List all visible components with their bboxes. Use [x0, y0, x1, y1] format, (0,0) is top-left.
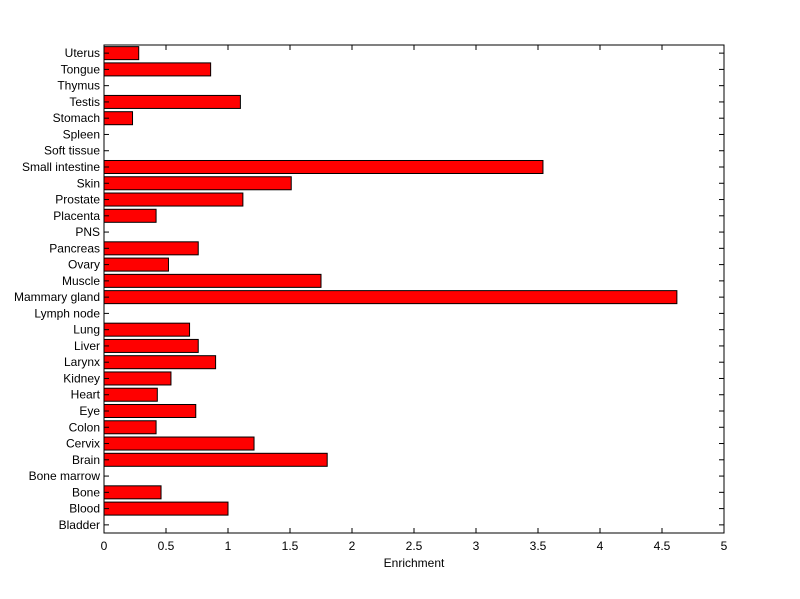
ticks-layer [103, 45, 725, 533]
bar-lung [103, 322, 191, 337]
y-tick-label-colon: Colon [69, 420, 100, 434]
bar-kidney [103, 371, 172, 386]
bar-heart [103, 387, 158, 402]
y-tick-label-liver: Liver [74, 339, 100, 353]
bar-colon [103, 420, 157, 435]
bar-prostate [103, 192, 244, 207]
x-tick-label: 5 [721, 539, 728, 553]
bar-small-intestine [103, 159, 544, 175]
y-tick-label-lymph-node: Lymph node [34, 306, 100, 320]
labels-layer: Bladder Blood Bone Bone marrow Brain Cervix Co… [14, 46, 728, 553]
bar-eye [103, 403, 197, 419]
y-tick-label-brain: Brain [72, 453, 100, 467]
y-tick-label-bone-marrow: Bone marrow [29, 469, 101, 483]
y-tick-label-pancreas: Pancreas [49, 241, 100, 255]
x-tick-label: 4.5 [654, 539, 671, 553]
bars-layer [103, 46, 678, 516]
y-tick-label-cervix: Cervix [66, 437, 100, 451]
y-tick-label-small-intestine: Small intestine [22, 160, 100, 174]
y-tick-label-bone: Bone [72, 485, 100, 499]
bar-liver [103, 338, 199, 353]
y-tick-label-heart: Heart [71, 388, 101, 402]
y-tick-label-stomach: Stomach [53, 111, 100, 125]
bar-testis [103, 94, 241, 109]
x-tick-label: 0.5 [158, 539, 175, 553]
x-tick-label: 3 [473, 539, 480, 553]
y-tick-label-skin: Skin [77, 176, 100, 190]
x-tick-label: 1 [225, 539, 232, 553]
bar-larynx [103, 355, 217, 370]
y-tick-label-muscle: Muscle [62, 274, 100, 288]
bar-bone [103, 485, 162, 500]
y-tick-label-pns: PNS [75, 225, 100, 239]
bar-uterus [103, 46, 140, 61]
x-tick-label: 4 [597, 539, 604, 553]
y-tick-label-placenta: Placenta [53, 209, 100, 223]
y-tick-label-lung: Lung [73, 323, 100, 337]
y-tick-label-spleen: Spleen [63, 127, 100, 141]
y-tick-label-eye: Eye [79, 404, 100, 418]
x-tick-label: 0 [101, 539, 108, 553]
bar-blood [103, 501, 229, 516]
bar-brain [103, 452, 328, 467]
y-tick-label-uterus: Uterus [65, 46, 100, 60]
x-tick-label: 2.5 [406, 539, 423, 553]
y-tick-label-larynx: Larynx [64, 355, 100, 369]
y-tick-label-mammary-gland: Mammary gland [14, 290, 100, 304]
x-tick-label: 3.5 [530, 539, 547, 553]
y-tick-label-kidney: Kidney [63, 371, 100, 385]
bar-cervix [103, 436, 255, 451]
bar-mammary-gland [103, 290, 678, 305]
y-tick-label-prostate: Prostate [55, 193, 100, 207]
y-tick-label-tongue: Tongue [61, 62, 101, 76]
x-tick-label: 2 [349, 539, 356, 553]
y-tick-label-blood: Blood [69, 502, 100, 516]
bar-muscle [103, 273, 322, 288]
bar-pancreas [103, 241, 199, 256]
x-tick-label: 1.5 [282, 539, 299, 553]
y-tick-label-soft-tissue: Soft tissue [44, 144, 100, 158]
x-axis-label: Enrichment [384, 556, 445, 570]
bar-ovary [103, 257, 169, 272]
bar-tongue [103, 62, 212, 77]
bar-skin [103, 176, 292, 191]
y-tick-label-bladder: Bladder [59, 518, 100, 532]
y-tick-label-testis: Testis [69, 95, 100, 109]
y-tick-label-thymus: Thymus [57, 79, 100, 93]
bar-placenta [103, 208, 157, 223]
y-tick-label-ovary: Ovary [68, 258, 100, 272]
